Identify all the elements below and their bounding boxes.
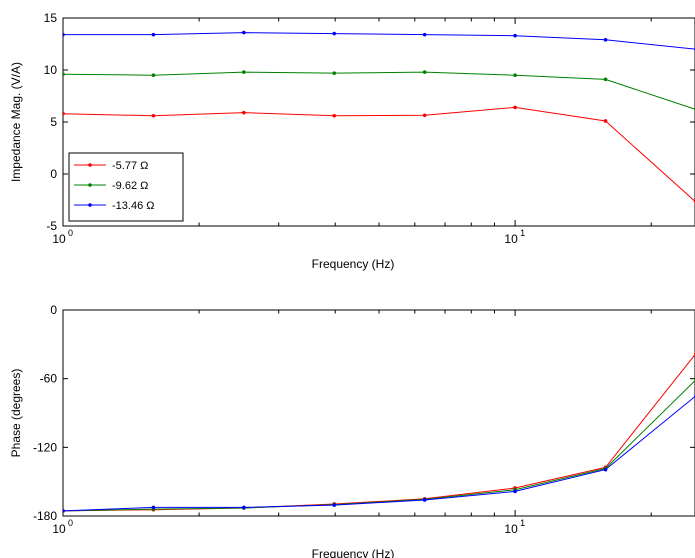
legend-box [68, 152, 184, 222]
data-point [422, 113, 427, 118]
y-axis-label: Impedance Mag. (V/A) [9, 62, 23, 182]
data-point [151, 73, 156, 77]
data-point [242, 70, 246, 74]
x-tick-exponent: 1 [520, 228, 525, 238]
data-point [151, 113, 156, 118]
x-axis-label: Frequency (Hz) [312, 547, 395, 558]
data-point [242, 505, 246, 510]
data-point [603, 38, 608, 42]
y-tick-label: 0 [50, 167, 57, 181]
legend-marker [88, 163, 92, 167]
data-point [422, 498, 427, 502]
y-tick-label: 0 [50, 303, 57, 317]
data-point [332, 31, 337, 36]
data-point [513, 73, 517, 77]
x-tick-exponent: 0 [68, 518, 73, 528]
data-point [513, 33, 517, 38]
x-tick-label: 10 [52, 522, 66, 536]
series-group [63, 351, 695, 513]
data-point [332, 113, 337, 118]
data-point [422, 32, 427, 37]
data-point [151, 505, 156, 510]
series-line-3 [63, 32, 695, 50]
y-tick-label: -180 [33, 509, 57, 523]
data-point [242, 110, 246, 115]
data-point [63, 111, 65, 116]
y-axis-label: Phase (degrees) [9, 369, 23, 458]
legend-label: -9.62 Ω [112, 180, 148, 192]
x-tick-label: 10 [504, 522, 518, 536]
legend-marker [88, 183, 92, 187]
data-point [332, 503, 337, 507]
series-group [63, 30, 695, 204]
data-point [63, 32, 65, 37]
data-point [513, 489, 517, 494]
x-tick-label: 10 [504, 232, 518, 246]
data-point [63, 509, 65, 513]
series-line-2 [63, 379, 695, 512]
data-point [603, 119, 608, 123]
x-axis-label: Frequency (Hz) [312, 257, 395, 271]
data-point [603, 77, 608, 82]
series-line-2 [63, 71, 695, 110]
y-tick-label: -120 [33, 440, 57, 454]
data-point [603, 467, 608, 472]
y-tick-label: 15 [44, 11, 58, 25]
x-tick-label: 10 [52, 232, 66, 246]
series-line-3 [63, 395, 695, 512]
y-tick-label: 10 [44, 63, 58, 77]
legend-label: -5.77 Ω [112, 160, 148, 172]
y-tick-label: -60 [40, 372, 58, 386]
legend-marker [88, 203, 92, 207]
data-point [63, 72, 65, 76]
data-point [332, 71, 337, 75]
data-point [513, 105, 517, 110]
x-tick-exponent: 0 [68, 228, 73, 238]
data-point [242, 30, 246, 35]
series-line-1 [63, 106, 695, 202]
plot-area [62, 309, 695, 517]
data-point [151, 32, 156, 37]
data-point [422, 70, 427, 74]
x-tick-exponent: 1 [520, 518, 525, 528]
y-tick-label: 5 [50, 115, 57, 129]
legend-label: -13.46 Ω [112, 200, 154, 212]
y-tick-label: -5 [46, 219, 57, 233]
